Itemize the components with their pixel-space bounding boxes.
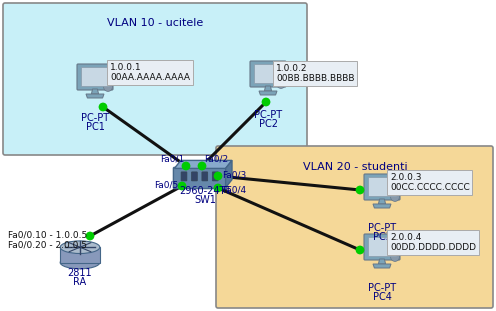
Circle shape <box>391 193 399 202</box>
FancyBboxPatch shape <box>253 64 282 83</box>
Point <box>178 183 186 188</box>
Text: PC2: PC2 <box>258 119 277 129</box>
Circle shape <box>277 80 285 88</box>
Text: VLAN 10 - ucitele: VLAN 10 - ucitele <box>107 18 203 28</box>
FancyBboxPatch shape <box>250 61 286 87</box>
Point <box>214 174 222 179</box>
Text: Fa0/5: Fa0/5 <box>154 180 178 189</box>
Text: 2.0.0.3
00CC.CCCC.CCCC: 2.0.0.3 00CC.CCCC.CCCC <box>390 173 470 193</box>
Text: Fa0/3: Fa0/3 <box>222 170 246 179</box>
Text: PC1: PC1 <box>86 122 105 132</box>
Ellipse shape <box>60 241 100 253</box>
Polygon shape <box>175 160 232 168</box>
Point <box>182 164 190 169</box>
FancyBboxPatch shape <box>77 64 113 90</box>
Polygon shape <box>226 160 232 188</box>
Text: RA: RA <box>73 277 87 287</box>
Polygon shape <box>373 264 391 268</box>
Polygon shape <box>259 91 277 95</box>
Text: 2811: 2811 <box>67 268 92 278</box>
Text: Fa0/2: Fa0/2 <box>204 155 228 164</box>
FancyBboxPatch shape <box>364 234 400 260</box>
Text: SW1: SW1 <box>194 195 216 205</box>
Text: PC-PT: PC-PT <box>368 283 396 293</box>
Point <box>99 104 107 109</box>
Ellipse shape <box>60 256 100 269</box>
Text: 1.0.0.1
00AA.AAAA.AAAA: 1.0.0.1 00AA.AAAA.AAAA <box>110 63 190 82</box>
Point <box>356 188 364 193</box>
Point <box>262 100 270 104</box>
FancyBboxPatch shape <box>174 167 227 188</box>
FancyBboxPatch shape <box>60 247 100 262</box>
Polygon shape <box>373 204 391 208</box>
FancyBboxPatch shape <box>364 174 400 200</box>
Point <box>214 186 222 191</box>
FancyBboxPatch shape <box>368 177 396 196</box>
FancyBboxPatch shape <box>80 67 110 86</box>
Text: PC-PT: PC-PT <box>81 113 109 123</box>
Text: PC3: PC3 <box>372 232 391 242</box>
Text: Fa0/1: Fa0/1 <box>160 155 184 164</box>
Polygon shape <box>86 94 104 98</box>
Point <box>356 248 364 253</box>
FancyBboxPatch shape <box>191 172 197 181</box>
Text: PC-PT: PC-PT <box>254 110 282 120</box>
Polygon shape <box>378 259 385 264</box>
Polygon shape <box>264 86 272 91</box>
FancyBboxPatch shape <box>212 172 218 181</box>
Polygon shape <box>91 89 99 94</box>
FancyBboxPatch shape <box>368 237 396 256</box>
Text: PC-PT: PC-PT <box>368 223 396 233</box>
FancyBboxPatch shape <box>202 172 208 181</box>
Circle shape <box>391 253 399 262</box>
Text: 2960-24TT: 2960-24TT <box>179 186 231 196</box>
FancyBboxPatch shape <box>181 172 187 181</box>
Circle shape <box>104 83 113 91</box>
Text: PC4: PC4 <box>372 292 391 302</box>
Text: 1.0.0.2
00BB.BBBB.BBBB: 1.0.0.2 00BB.BBBB.BBBB <box>276 64 355 83</box>
Text: VLAN 20 - studenti: VLAN 20 - studenti <box>303 162 407 172</box>
Point <box>198 164 206 169</box>
Text: 2.0.0.4
00DD.DDDD.DDDD: 2.0.0.4 00DD.DDDD.DDDD <box>390 233 476 253</box>
FancyBboxPatch shape <box>3 3 307 155</box>
Text: Fa0/0.10 - 1.0.0.5
Fa0/0.20 - 2.0.0.5: Fa0/0.10 - 1.0.0.5 Fa0/0.20 - 2.0.0.5 <box>8 230 87 249</box>
Point <box>86 234 94 239</box>
FancyBboxPatch shape <box>216 146 493 308</box>
Polygon shape <box>378 199 385 204</box>
Text: Fa0/4: Fa0/4 <box>222 185 246 194</box>
